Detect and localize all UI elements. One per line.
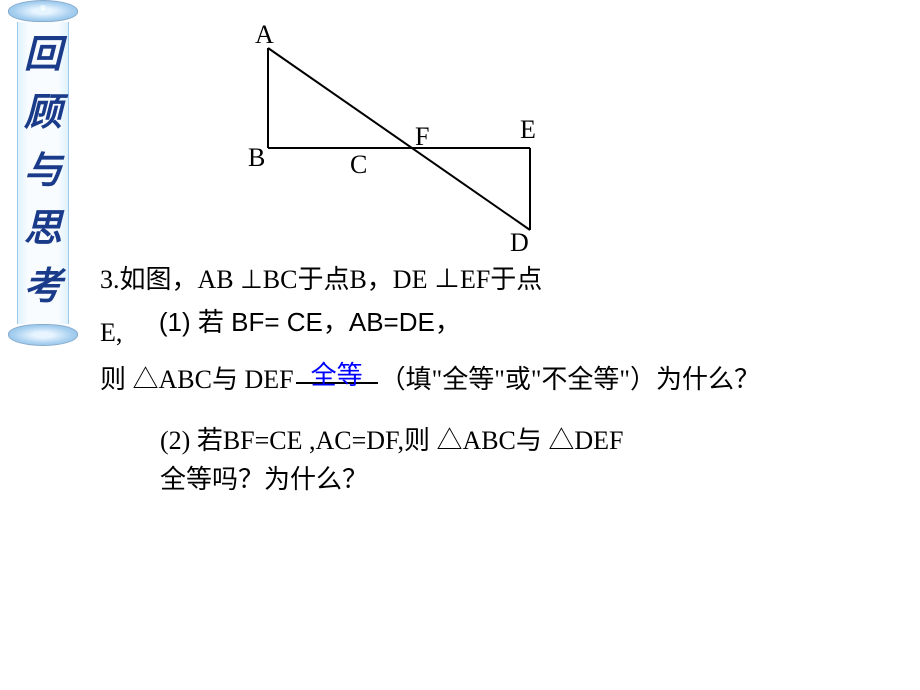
vertex-label-F: F	[415, 122, 429, 152]
conclusion-post: （填"全等"或"不全等"）为什么？	[380, 365, 760, 394]
sidebar-char-0: 回	[24, 36, 62, 74]
answer-blank: 全等	[296, 360, 378, 384]
sidebar-char-3: 思	[24, 210, 62, 248]
sidebar-char-4: 考	[24, 268, 62, 306]
vertex-label-B: B	[248, 143, 265, 173]
question-part1: (1) 若 BF= CE，AB=DE，	[159, 307, 461, 337]
question-stem-b: E,	[100, 318, 122, 347]
question-conclusion-line: 则 △ABC与 DEF全等（填"全等"或"不全等"）为什么？	[100, 360, 890, 399]
vertex-label-D: D	[510, 228, 529, 258]
question-stem-a: 3.如图，AB ⊥BC于点B，DE ⊥EF于点	[100, 260, 890, 299]
vertex-label-E: E	[520, 115, 536, 145]
answer-text: 全等	[311, 361, 363, 390]
question-part2b: 全等吗？为什么？	[160, 460, 890, 499]
question-content: 3.如图，AB ⊥BC于点B，DE ⊥EF于点 E, (1) 若 BF= CE，…	[100, 260, 890, 499]
vertex-label-A: A	[255, 20, 274, 50]
sidebar-char-2: 与	[24, 152, 62, 190]
sidebar-char-1: 顾	[24, 94, 62, 132]
scroll-sidebar: 回 顾 与 思 考	[8, 0, 78, 300]
segment-AD	[268, 48, 530, 230]
geometry-figure: A B C F E D	[220, 20, 580, 250]
scroll-ornament-bottom	[8, 324, 78, 346]
vertex-label-C: C	[350, 150, 367, 180]
scroll-ornament-top	[8, 0, 78, 22]
conclusion-pre: 则 △ABC与 DEF	[100, 365, 294, 394]
question-part2a: (2) 若BF=CE ,AC=DF,则 △ABC与 △DEF	[160, 421, 890, 460]
scroll-body: 回 顾 与 思 考	[17, 22, 69, 324]
